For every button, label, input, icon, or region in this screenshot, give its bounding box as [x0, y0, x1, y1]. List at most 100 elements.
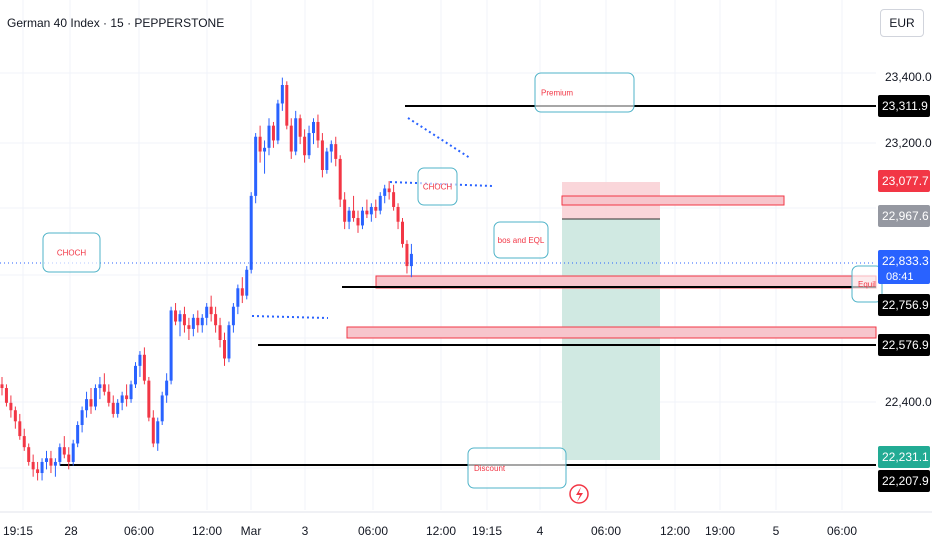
candle-body — [31, 461, 35, 470]
choch-left-callout-label: CHOCH — [57, 249, 87, 258]
candle-body — [205, 306, 209, 318]
candle-body — [22, 436, 26, 448]
candle-body — [89, 399, 93, 407]
price-tag-value: 22,207.9 — [882, 474, 929, 488]
discount-callout-box — [467, 447, 567, 489]
candle-body — [36, 469, 40, 474]
x-tick-label: 5 — [773, 524, 780, 538]
candle-body — [196, 317, 200, 326]
candle-body — [142, 354, 146, 381]
y-tick-label: 22,400.0 — [885, 395, 932, 409]
price-tag — [878, 95, 930, 117]
x-tick-label: 3 — [302, 524, 309, 538]
candle-body — [280, 85, 284, 104]
fvg-zone-lower — [346, 326, 877, 339]
candle-body — [40, 461, 44, 474]
candle-body — [303, 136, 307, 156]
candle-body — [85, 399, 89, 411]
candle-body — [76, 425, 80, 444]
candle-body — [102, 384, 106, 392]
candle-body — [9, 402, 13, 411]
candle-body — [0, 384, 4, 389]
candle-body — [298, 118, 302, 137]
candle-body — [58, 447, 62, 462]
candle-body — [214, 314, 218, 326]
candle-body — [120, 395, 124, 403]
candle-body — [13, 410, 17, 422]
x-tick-label: 06:00 — [827, 524, 857, 538]
trendline-dotted — [407, 117, 471, 159]
currency-button[interactable]: EUR — [880, 9, 924, 37]
candle-body — [240, 288, 244, 296]
x-tick-label: 28 — [64, 524, 78, 538]
candle-body — [151, 417, 155, 444]
candle-body — [245, 269, 249, 296]
candle-body — [67, 454, 71, 462]
candle-body — [218, 325, 222, 340]
x-tick-label: 12:00 — [426, 524, 456, 538]
take-profit-zone — [562, 219, 660, 460]
candle-body — [116, 402, 120, 414]
price-tag-value: 22,967.6 — [882, 209, 929, 223]
candle-body — [138, 354, 142, 366]
symbol-title: German 40 Index · 15 · PEPPERSTONE — [7, 16, 225, 30]
supply-zone — [561, 195, 785, 206]
price-tag-value: 22,576.9 — [882, 338, 929, 352]
candle-body — [200, 317, 204, 326]
candle-body — [316, 121, 320, 141]
choch-left-callout-box — [42, 232, 101, 273]
candle-body — [182, 314, 186, 326]
x-tick-label: 4 — [537, 524, 544, 538]
x-tick-label: 12:00 — [660, 524, 690, 538]
equil-callout-label: Equil — [858, 280, 876, 289]
candle-body — [285, 85, 289, 126]
candle-body — [223, 340, 226, 359]
candle-body — [231, 306, 235, 326]
candle-body — [227, 325, 231, 359]
x-tick-label: 19:00 — [705, 524, 735, 538]
structure-line — [251, 315, 329, 319]
price-tag-value: 23,311.9 — [882, 99, 928, 113]
price-tag — [878, 470, 930, 492]
price-tag-value: 22,756.9 — [882, 298, 929, 312]
candle-body — [392, 192, 396, 207]
candle-body — [71, 443, 75, 462]
bos-eql-callout-box — [493, 221, 549, 259]
candle-body — [125, 395, 129, 400]
candle-body — [187, 325, 191, 329]
candle-body — [4, 388, 8, 403]
candle-body — [93, 388, 97, 407]
price-tag — [878, 446, 930, 468]
candle-body — [98, 384, 102, 389]
candle-body — [343, 199, 347, 222]
candle-body — [263, 147, 267, 152]
candle-body — [401, 221, 404, 244]
choch-top-callout-box — [417, 167, 458, 206]
candle-body — [405, 243, 409, 267]
price-tag-value: 22,833.3 — [882, 254, 929, 268]
candle-body — [320, 140, 324, 170]
price-tag — [878, 334, 930, 356]
candle-body — [45, 458, 48, 462]
price-tag — [878, 205, 930, 227]
candle-body — [409, 253, 413, 267]
candle-body — [236, 288, 240, 307]
x-tick-label: 19:15 — [3, 524, 33, 538]
candle-body — [160, 395, 164, 422]
candle-body — [267, 125, 271, 148]
candle-body — [209, 306, 213, 315]
candle-body — [276, 103, 280, 141]
price-tag — [878, 170, 930, 192]
candle-body — [396, 206, 400, 222]
candle-body — [352, 210, 356, 219]
candle-body — [191, 317, 195, 329]
candle-body — [312, 121, 315, 134]
candle-body — [383, 188, 387, 196]
candle-body — [249, 195, 253, 270]
candle-body — [289, 125, 293, 152]
premium-callout-box — [534, 72, 635, 113]
price-tag-value: 22,231.1 — [882, 450, 929, 464]
candle-body — [156, 421, 160, 444]
x-tick-label: 06:00 — [591, 524, 621, 538]
